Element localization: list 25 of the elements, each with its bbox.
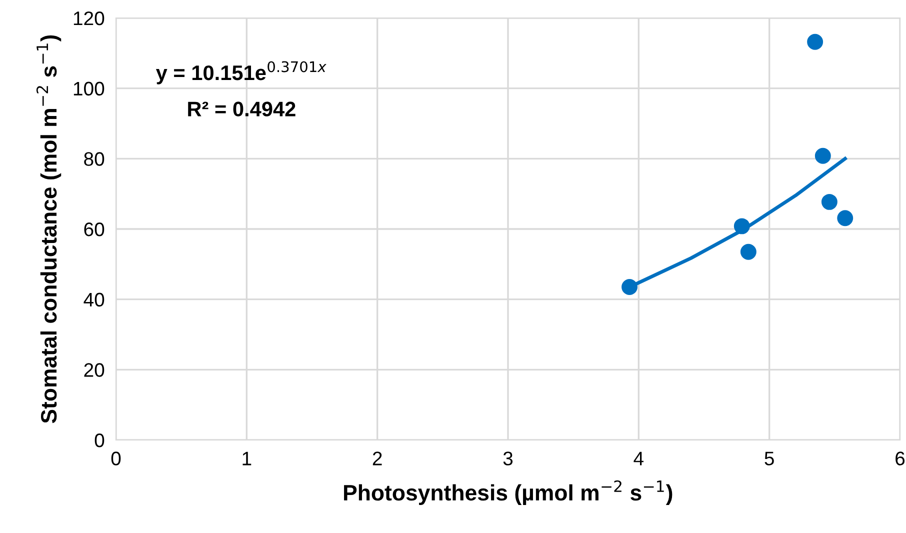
x-tick-label: 5 [764,452,774,466]
y-tick-label: 40 [84,292,104,307]
x-axis-title: Photosynthesis (µmol m$^{−2}$ s$^{−1}$) [344,480,672,506]
point [814,148,831,164]
point [740,244,756,260]
x-tick-label: 3 [503,452,513,466]
x-tick-label: 2 [372,452,382,466]
x-tick-label: 0 [111,452,121,466]
y-tick-label: 120 [74,11,104,26]
x-tick-label: 6 [896,452,905,466]
point [734,218,750,234]
y-tick-label: 0 [94,433,104,448]
y-axis-title: Stomatal conductance (mol m$^{−2}$ s$^{−1}$) [36,35,62,424]
point [837,210,854,226]
annotation: R² = 0.4942 [188,102,296,116]
x-tick-label: 1 [242,452,252,466]
x-tick-label: 4 [634,452,644,466]
y-tick-label: 60 [84,222,104,236]
y-tick-label: 20 [84,363,104,377]
point [821,194,838,210]
point [622,279,638,296]
annotation: y = 10.151e$^{0.3701x}$ [156,61,326,84]
y-tick-label: 80 [84,152,104,166]
point [807,34,824,50]
y-tick-label: 100 [74,82,104,96]
